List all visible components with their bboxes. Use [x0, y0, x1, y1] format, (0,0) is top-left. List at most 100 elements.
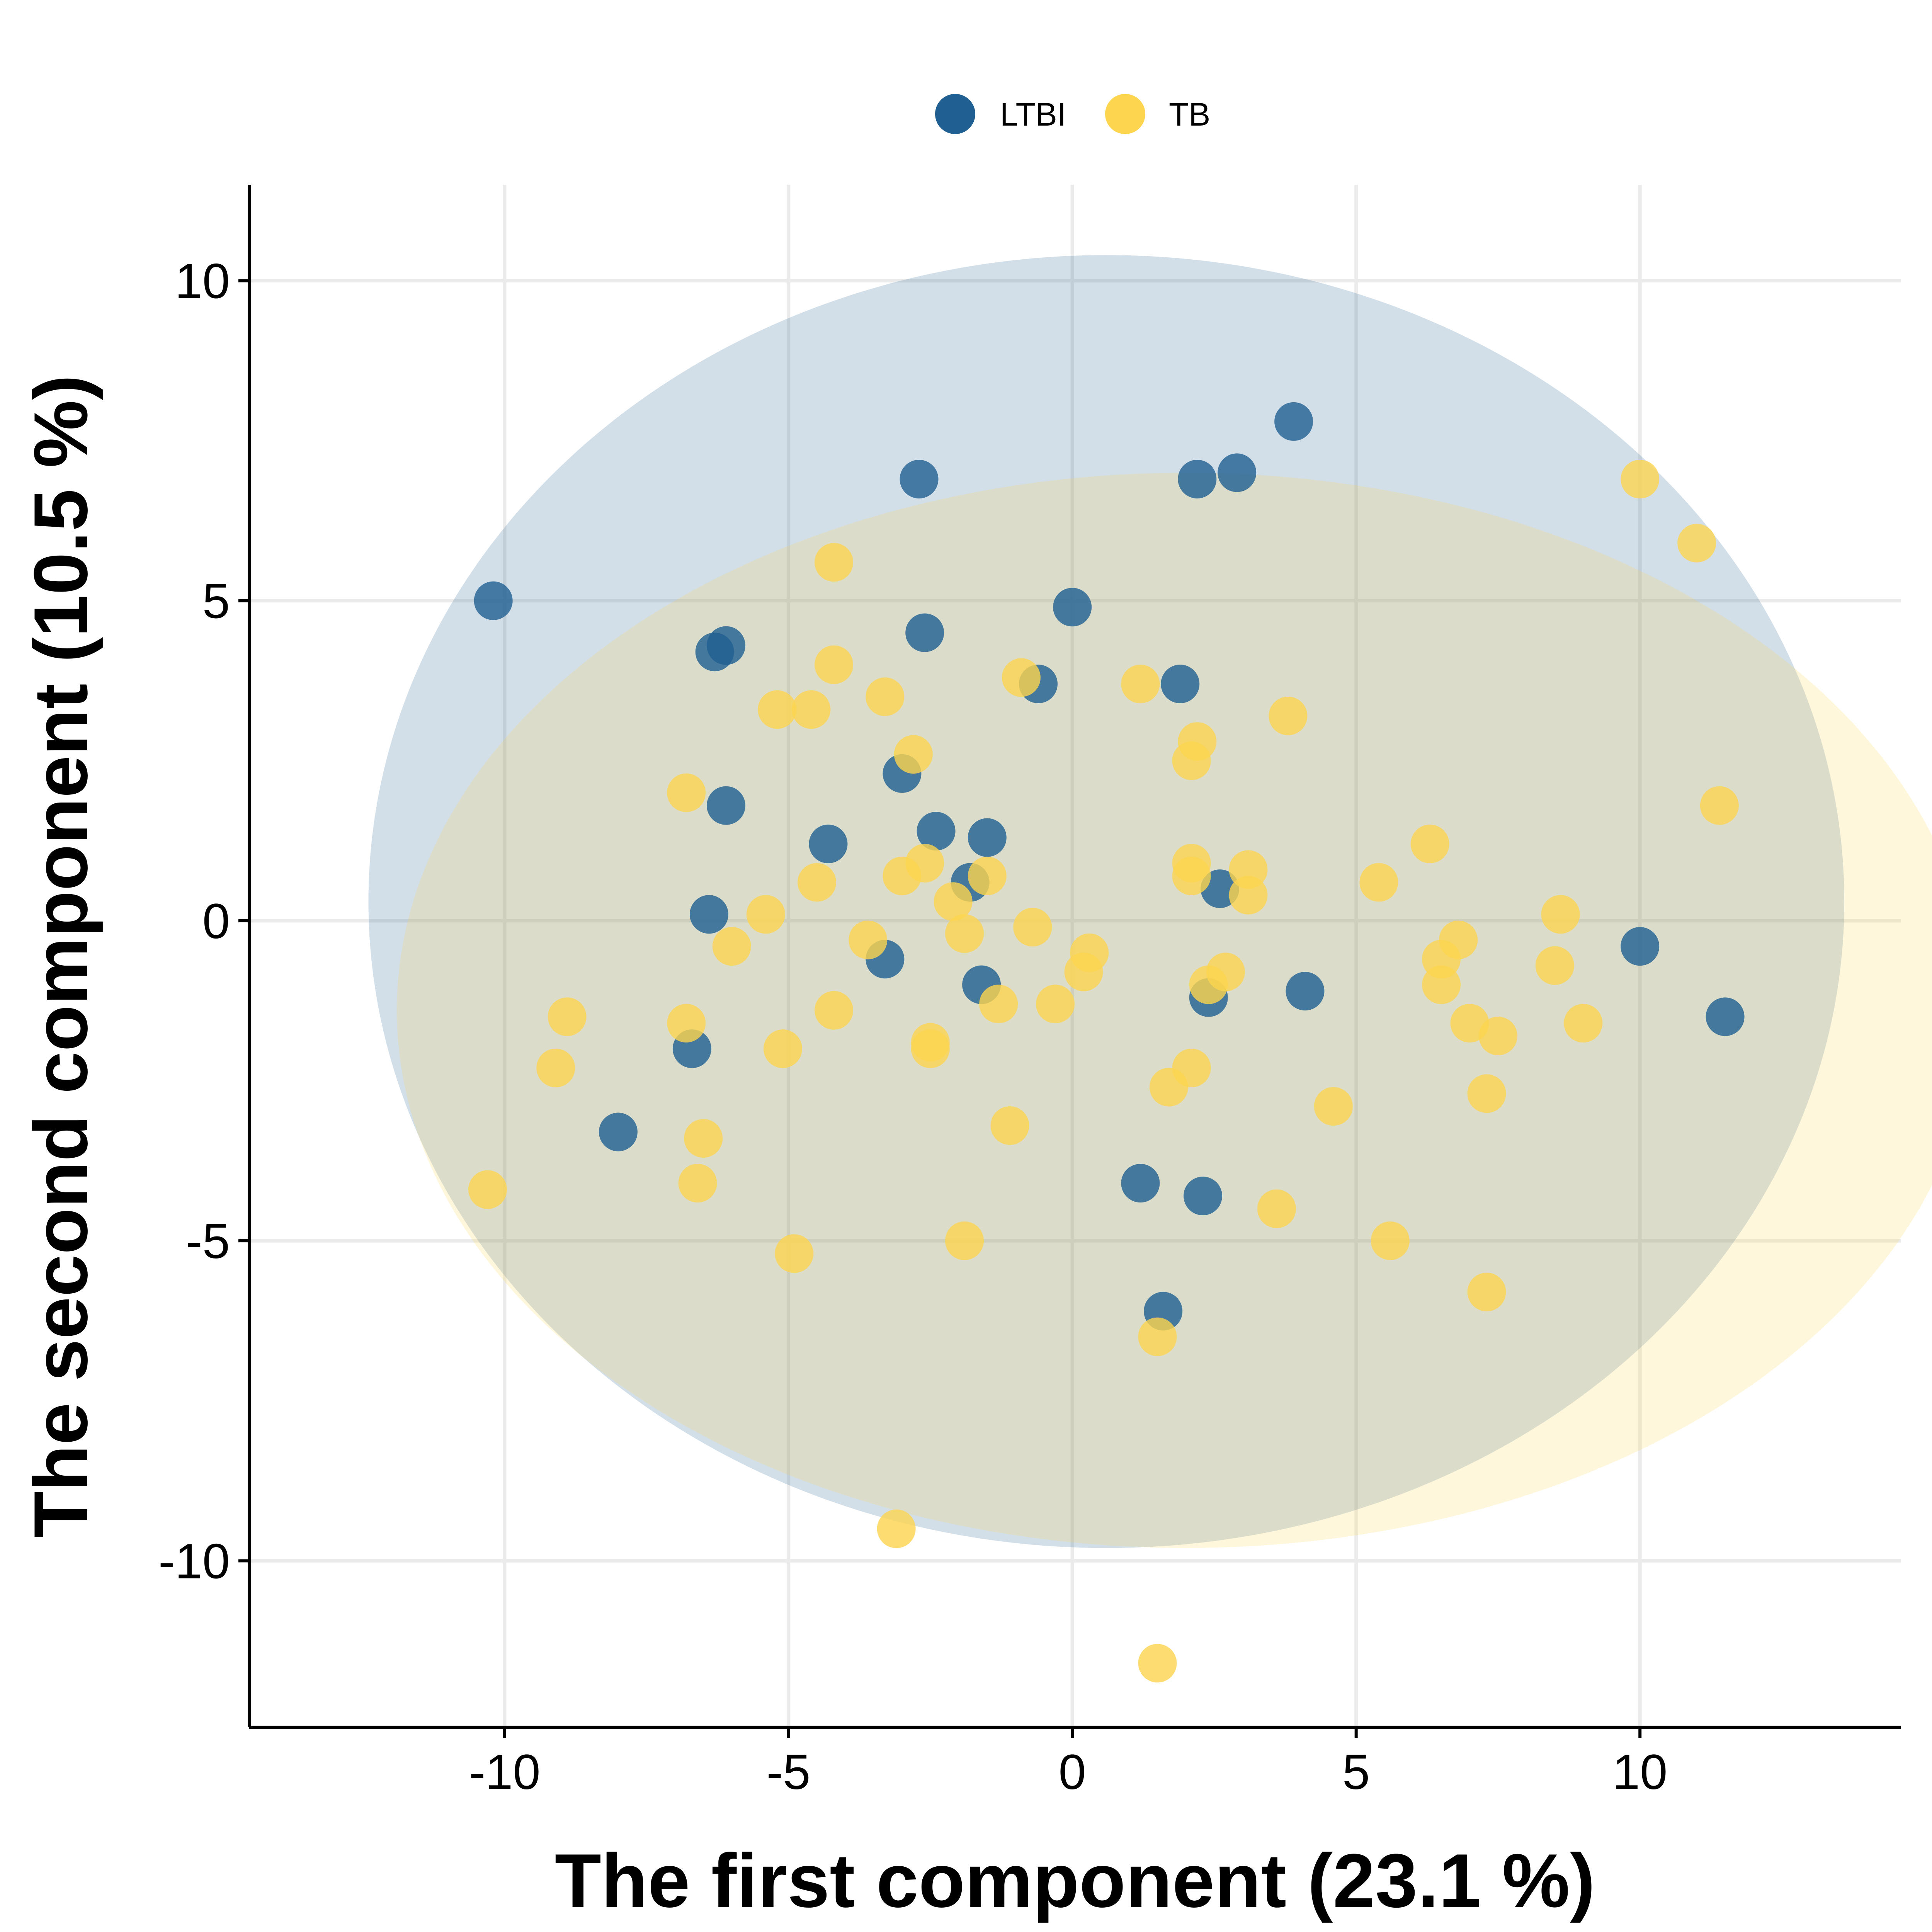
axes	[248, 185, 1901, 1729]
point-ltbi	[1218, 453, 1257, 492]
point-tb	[1229, 876, 1268, 915]
point-tb	[746, 895, 785, 934]
point-tb	[1121, 665, 1160, 704]
point-tb	[815, 543, 854, 582]
point-tb	[815, 991, 854, 1030]
point-tb	[945, 914, 984, 953]
point-ltbi	[1161, 665, 1200, 704]
x-tick-label: -10	[469, 1745, 541, 1800]
y-tick-label: 10	[175, 253, 230, 309]
point-ltbi	[1178, 459, 1217, 498]
point-tb	[1314, 1087, 1353, 1126]
point-tb	[866, 677, 905, 716]
point-tb	[877, 1509, 916, 1548]
point-tb	[1189, 965, 1228, 1004]
x-tick-label: 0	[1059, 1745, 1086, 1800]
data-points	[468, 402, 1745, 1683]
legend-tb-swatch	[1105, 94, 1145, 134]
y-axis-ticks: -10 -5 0 5 10	[158, 253, 249, 1589]
confidence-ellipses	[368, 255, 1932, 1548]
point-tb	[1410, 825, 1449, 864]
point-tb	[1371, 1221, 1410, 1260]
point-ltbi	[905, 613, 944, 652]
point-tb	[1149, 1068, 1188, 1107]
point-tb	[712, 927, 751, 966]
legend-ltbi-swatch	[935, 94, 975, 134]
point-ltbi	[968, 818, 1007, 857]
point-tb	[1621, 459, 1660, 498]
point-ltbi	[599, 1112, 638, 1151]
point-tb	[1257, 1189, 1296, 1228]
point-tb	[1138, 1644, 1177, 1683]
point-tb	[1535, 946, 1574, 985]
point-tb	[1467, 1074, 1506, 1113]
point-tb	[1002, 658, 1041, 697]
point-tb	[684, 1119, 723, 1158]
point-tb	[1541, 895, 1580, 934]
ellipse-ltbi	[368, 255, 1845, 1548]
point-tb	[815, 645, 854, 684]
x-axis-title: The first component (23.1 %)	[555, 1838, 1595, 1923]
point-ltbi	[809, 825, 848, 864]
point-tb	[911, 1029, 950, 1068]
point-tb	[934, 882, 973, 921]
y-tick-label: -5	[186, 1214, 230, 1269]
point-tb	[667, 773, 706, 812]
point-tb	[1269, 696, 1308, 735]
point-ltbi	[689, 895, 728, 934]
point-ltbi	[707, 786, 746, 825]
x-axis-ticks: -10 -5 0 5 10	[469, 1727, 1667, 1800]
x-tick-label: -5	[767, 1745, 811, 1800]
point-tb	[945, 1221, 984, 1260]
point-ltbi	[917, 811, 956, 850]
point-tb	[1564, 1003, 1603, 1043]
x-tick-label: 5	[1342, 1745, 1370, 1800]
point-tb	[1467, 1272, 1506, 1311]
point-tb	[763, 1029, 802, 1068]
point-ltbi	[1706, 997, 1745, 1036]
point-tb	[1172, 856, 1211, 895]
point-tb	[1036, 985, 1075, 1024]
point-tb	[1359, 863, 1398, 902]
point-ltbi	[900, 459, 939, 498]
point-tb	[667, 1003, 706, 1043]
point-tb	[1064, 952, 1103, 992]
point-tb	[894, 735, 933, 774]
point-tb	[758, 690, 797, 729]
y-tick-label: 5	[202, 574, 230, 629]
point-tb	[536, 1048, 575, 1087]
legend-ltbi-label: LTBI	[1000, 96, 1066, 133]
point-tb	[1172, 741, 1211, 780]
y-tick-label: -10	[158, 1534, 230, 1589]
point-tb	[1138, 1317, 1177, 1356]
point-tb	[1700, 786, 1739, 825]
point-ltbi	[474, 581, 513, 620]
point-tb	[1677, 524, 1716, 563]
point-tb	[968, 856, 1007, 895]
point-tb	[548, 997, 587, 1036]
point-ltbi	[1286, 972, 1325, 1011]
y-axis-title: The second component (10.5 %)	[18, 375, 103, 1538]
legend-tb-label: TB	[1169, 96, 1210, 133]
point-ltbi	[1274, 402, 1313, 441]
point-tb	[849, 920, 888, 959]
point-ltbi	[1184, 1177, 1223, 1216]
y-tick-label: 0	[202, 894, 230, 949]
point-ltbi	[707, 626, 746, 665]
point-tb	[979, 985, 1018, 1024]
point-tb	[792, 690, 831, 729]
point-tb	[990, 1106, 1029, 1145]
point-tb	[468, 1170, 507, 1209]
point-tb	[1478, 1017, 1517, 1056]
legend: LTBI TB	[935, 94, 1210, 134]
point-tb	[883, 856, 922, 895]
x-tick-label: 10	[1612, 1745, 1667, 1800]
point-ltbi	[1121, 1164, 1160, 1203]
point-tb	[775, 1234, 814, 1273]
point-tb	[798, 863, 837, 902]
point-ltbi	[1621, 927, 1660, 966]
point-ltbi	[1053, 588, 1092, 627]
point-tb	[678, 1164, 717, 1203]
point-tb	[1422, 965, 1461, 1004]
